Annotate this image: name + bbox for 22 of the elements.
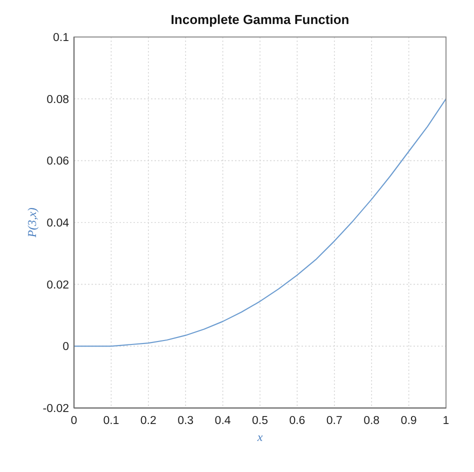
y-axis-title: P(3,x) <box>25 208 39 238</box>
x-tick-label: 0.8 <box>364 415 380 427</box>
chart-title: Incomplete Gamma Function <box>170 12 350 27</box>
x-tick-label: 0 <box>70 415 78 427</box>
x-tick-label: 0.1 <box>103 415 120 427</box>
y-tick-label: 0.04 <box>46 218 70 230</box>
y-tick-label: -0.02 <box>42 403 69 415</box>
x-tick-label: 1 <box>442 415 450 427</box>
x-tick-label: 0.3 <box>178 415 194 427</box>
x-tick-label: 0.9 <box>400 415 417 427</box>
y-tick-label: 0.06 <box>46 156 69 168</box>
y-tick-label: 0 <box>62 341 69 354</box>
x-tick-label: 0.6 <box>289 415 306 427</box>
line-series <box>73 98 447 347</box>
y-tick-label: 0.02 <box>46 279 69 292</box>
x-tick-label: 0.2 <box>140 415 156 427</box>
x-tick-label: 0.7 <box>326 415 342 427</box>
x-tick-label: 0.4 <box>214 415 232 427</box>
y-tick-label: 0.08 <box>46 94 69 106</box>
x-tick-label: 0.5 <box>252 415 268 427</box>
y-tick-label: 0.1 <box>53 32 69 44</box>
x-axis-title: x <box>256 430 264 444</box>
